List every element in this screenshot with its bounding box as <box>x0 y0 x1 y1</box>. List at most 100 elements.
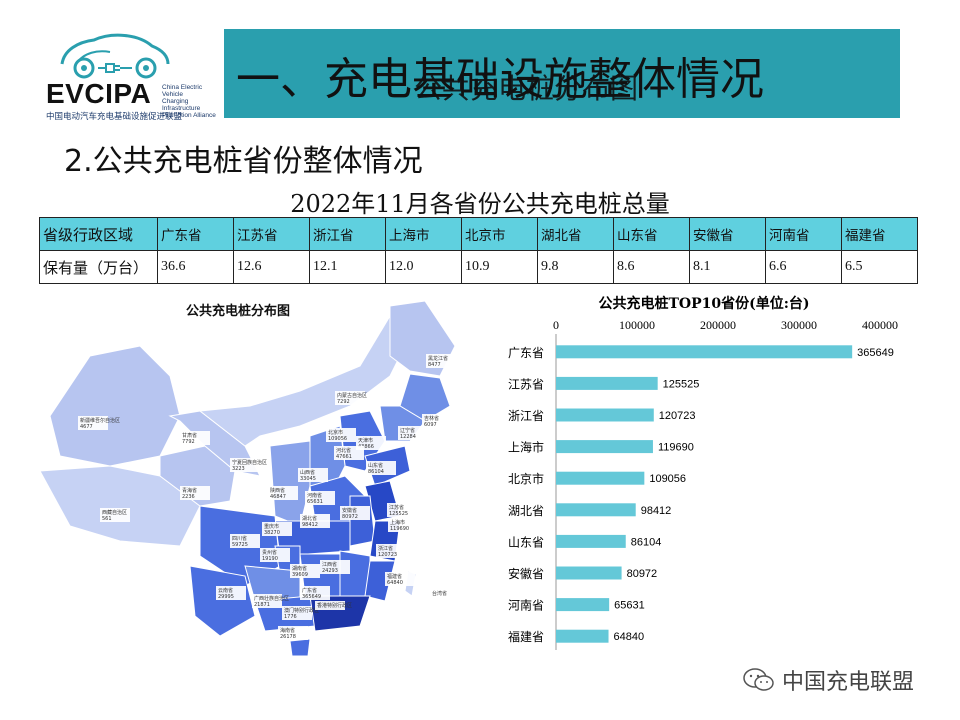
chart-bar <box>556 598 610 612</box>
x-tick-label: 400000 <box>862 318 898 332</box>
map-label-name: 澳门特别行政区 <box>284 607 319 614</box>
table-value-cell: 12.1 <box>309 250 386 284</box>
map-label-name: 广西壮族自治区 <box>254 595 289 602</box>
table-title: 2022年11月各省份公共充电桩总量 <box>290 190 670 220</box>
map-label-name: 天津市 <box>358 437 373 444</box>
map-label-box <box>290 564 320 578</box>
map-label-name: 广东省 <box>302 587 317 594</box>
map-region-shaanxi <box>269 440 311 527</box>
map-label-value: 21871 <box>254 602 270 608</box>
map-label-box <box>398 426 428 440</box>
bar-value-label: 119690 <box>658 442 694 454</box>
map-label-name: 吉林省 <box>424 415 439 422</box>
map-label-value: 2236 <box>182 494 195 500</box>
map-label-name: 西藏自治区 <box>102 509 127 516</box>
map-label-value: 109056 <box>328 436 347 442</box>
map-label-name: 内蒙古自治区 <box>337 392 367 399</box>
map-label-value: 65631 <box>307 499 323 505</box>
map-label-value: 98412 <box>302 522 318 528</box>
map-label-value: 47661 <box>336 454 352 460</box>
map-label-name: 台湾省 <box>432 590 447 597</box>
map-label-box <box>305 491 335 505</box>
map-label-name: 上海市 <box>390 519 405 526</box>
map-label-name: 黑龙江省 <box>428 355 448 362</box>
table-value-cell: 10.9 <box>461 250 538 284</box>
map-label-box <box>366 461 396 475</box>
map-label-value: 8477 <box>428 362 441 368</box>
map-label-name: 甘肃省 <box>182 432 197 439</box>
page-title: 一、充电基础设施整体情况 <box>236 54 764 105</box>
map-label-name: 宁夏回族自治区 <box>232 459 267 466</box>
map-label-box <box>387 503 417 517</box>
bar-value-label: 98412 <box>641 505 672 517</box>
x-tick-label: 0 <box>553 318 559 332</box>
map-label-name: 重庆市 <box>264 523 279 530</box>
chart-bar <box>556 629 609 643</box>
y-category-label: 河南省 <box>508 598 544 613</box>
table-header-cell: 北京市 <box>461 217 538 251</box>
bar-value-label: 120723 <box>659 410 696 422</box>
map-label-box <box>252 594 282 608</box>
map-label-name: 河南省 <box>307 492 322 499</box>
map-label-name: 安徽省 <box>342 507 357 514</box>
map-label-name: 湖北省 <box>302 515 317 522</box>
y-category-label: 浙江省 <box>508 409 544 423</box>
map-label-value: 365649 <box>302 594 321 600</box>
map-label-name: 贵州省 <box>262 549 277 556</box>
table-value-cell: 8.1 <box>689 250 766 284</box>
map-region-jilin <box>399 373 451 422</box>
overlapping-subtitle: 公共充电桩分布图 <box>414 72 639 105</box>
y-category-label: 山东省 <box>508 535 544 549</box>
y-category-label: 上海市 <box>508 440 544 455</box>
map-label-box <box>376 544 406 558</box>
map-label-box <box>326 428 356 442</box>
y-category-label: 北京市 <box>508 471 544 486</box>
map-label-box <box>430 589 460 598</box>
table-header-cell: 湖北省 <box>537 217 614 251</box>
map-label-value: 43866 <box>358 444 374 450</box>
section-title: 2.公共充电桩省份整体情况 <box>64 144 423 179</box>
table-value-cell: 6.5 <box>841 250 918 284</box>
map-label-box <box>262 522 292 536</box>
table-header-cell: 广东省 <box>157 217 234 251</box>
chart-bar <box>556 440 653 454</box>
map-label-name: 青海省 <box>182 487 197 494</box>
map-label-value: 1776 <box>284 614 297 620</box>
map-label-name: 浙江省 <box>378 545 393 552</box>
y-category-label: 江苏省 <box>508 377 544 391</box>
chart-bar <box>556 471 645 485</box>
map-label-box <box>100 508 130 522</box>
map-label-box <box>422 414 452 428</box>
table-value-row: 保有量（万台） 36.6 12.6 12.1 12.0 10.9 9.8 8.6… <box>39 250 918 284</box>
map-region-fujian <box>364 560 396 602</box>
x-tick-label: 200000 <box>700 318 736 332</box>
table-header-cell: 浙江省 <box>309 217 386 251</box>
map-label-value: 12284 <box>400 434 416 440</box>
map-label-value: 125525 <box>389 511 408 517</box>
map-label-box <box>300 586 330 600</box>
map-region-xizang <box>39 465 201 547</box>
y-category-label: 福建省 <box>508 629 544 644</box>
chart-bar <box>556 566 622 580</box>
map-label-value: 4677 <box>80 424 93 430</box>
map-label-value: 561 <box>102 516 112 522</box>
map-label-box <box>78 416 108 430</box>
map-label-box <box>180 486 210 500</box>
map-label-name: 北京市 <box>328 429 343 436</box>
map-label-value: 6097 <box>424 422 437 428</box>
table-value-cell: 12.0 <box>385 250 462 284</box>
map-label-name: 陕西省 <box>270 487 285 494</box>
y-category-label: 安徽省 <box>508 566 544 581</box>
map-label-name: 福建省 <box>387 573 402 580</box>
map-label-name: 云南省 <box>218 587 233 594</box>
map-region-anhui <box>349 495 376 547</box>
top10-bar-chart: 公共充电桩TOP10省份(单位:台) 0 100000 200000 300000 400… <box>508 295 898 650</box>
map-label-value: 26178 <box>280 634 296 640</box>
map-label-name: 海南省 <box>280 627 295 634</box>
map-label-box <box>278 626 308 640</box>
map-label-name: 山东省 <box>368 462 383 469</box>
y-category-label: 广东省 <box>508 346 544 360</box>
map-label-value: 24293 <box>322 568 338 574</box>
map-label-value: 86104 <box>368 469 384 475</box>
chart-bar <box>556 345 853 359</box>
